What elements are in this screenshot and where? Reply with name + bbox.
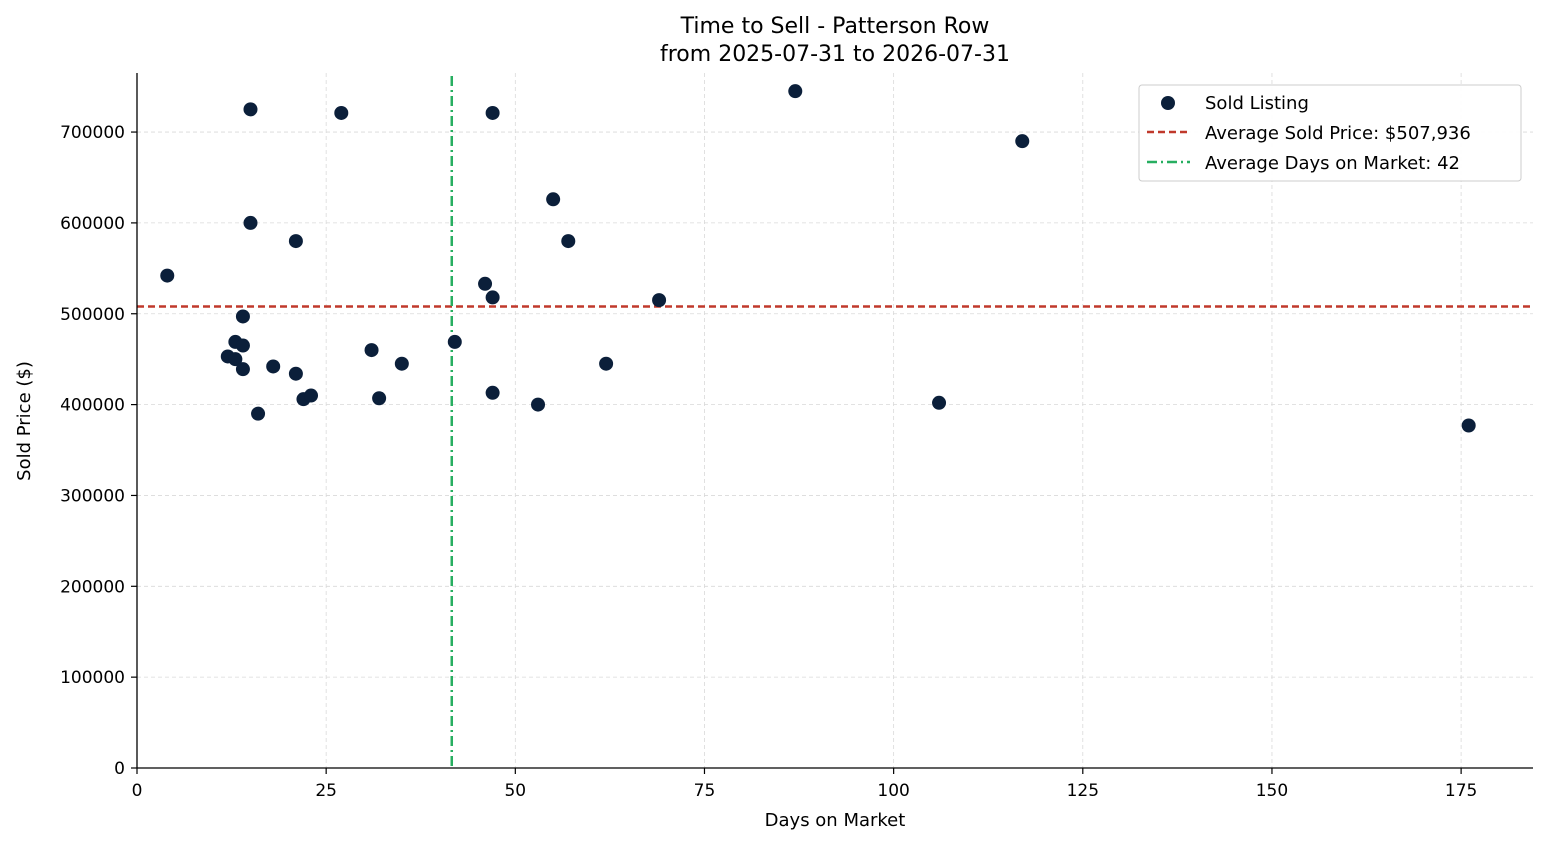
y-axis-label: Sold Price ($) [14,361,35,481]
x-axis-ticks: 0 25 50 75 100 125 150 175 [132,768,1477,801]
legend-label-sold-listing: Sold Listing [1205,93,1309,114]
y-tick-label: 400000 [60,396,125,416]
sold-listing-point [1015,134,1030,149]
chart-subtitle: from 2025-07-31 to 2026-07-31 [660,42,1010,67]
sold-listing-point [160,268,175,283]
y-axis-ticks: 0 100000 200000 300000 400000 500000 600000 700… [60,123,137,779]
sold-listing-point [485,290,500,305]
y-tick-label: 700000 [60,123,125,143]
x-tick-label: 100 [877,781,909,801]
sold-listing-point [243,215,258,230]
data-points [160,84,1476,433]
sold-listing-point [251,406,266,421]
sold-listing-point [485,105,500,120]
y-tick-label: 500000 [60,305,125,325]
legend-label-average-price: Average Sold Price: $507,936 [1205,123,1471,144]
y-tick-label: 200000 [60,577,125,597]
reference-lines [137,76,1533,768]
sold-listing-point [243,102,258,117]
sold-listing-point [599,356,614,371]
y-tick-label: 100000 [60,668,125,688]
sold-listing-point [304,388,319,403]
sold-listing-point [447,334,462,349]
sold-listing-point [788,84,803,99]
legend-label-average-days: Average Days on Market: 42 [1205,153,1460,174]
x-tick-label: 125 [1067,781,1099,801]
sold-listing-point [1461,418,1476,433]
sold-listing-point [288,366,303,381]
sold-listing-point [334,105,349,120]
sold-listing-point [394,356,409,371]
x-tick-label: 0 [132,781,143,801]
sold-listing-point [235,338,250,353]
legend: Sold Listing Average Sold Price: $507,93… [1138,84,1522,182]
sold-listing-point [364,343,379,358]
y-tick-label: 600000 [60,214,125,234]
chart-title: Time to Sell - Patterson Row [680,14,990,39]
legend-box [1138,84,1522,182]
x-tick-label: 50 [504,781,526,801]
y-tick-label: 300000 [60,486,125,506]
x-tick-label: 25 [315,781,337,801]
sold-listing-point [228,352,243,367]
sold-listing-point [266,359,281,374]
sold-listing-point [546,192,561,207]
legend-marker-sold-listing [1161,96,1175,110]
x-tick-label: 175 [1445,781,1477,801]
sold-listing-point [288,234,303,249]
sold-listing-point [652,293,667,308]
x-tick-label: 150 [1256,781,1288,801]
sold-listing-point [932,395,947,410]
sold-listing-point [372,391,387,406]
x-axis-label: Days on Market [765,810,906,831]
sold-listing-point [235,309,250,324]
grid-lines [137,73,1533,768]
sold-listing-point [478,276,493,291]
y-tick-label: 0 [114,759,125,779]
sold-listing-point [485,385,500,400]
sold-listing-point [531,397,546,412]
x-tick-label: 75 [694,781,716,801]
sold-listing-point [561,234,576,249]
sold-listing-point [235,362,250,377]
